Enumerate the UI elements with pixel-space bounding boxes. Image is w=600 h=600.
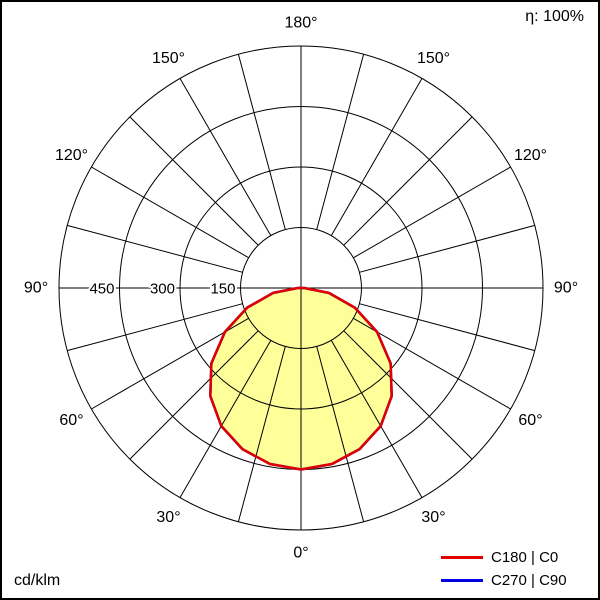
radial-tick-label: 300	[150, 281, 175, 298]
grid-spoke	[359, 303, 535, 352]
angle-label-120-right: 120°	[514, 147, 547, 164]
legend-label-c270-c90: C270 | C90	[491, 572, 567, 589]
grid-spoke	[91, 166, 249, 259]
grid-spoke	[343, 116, 473, 246]
grid-spoke	[330, 78, 423, 236]
unit-label: cd/klm	[14, 572, 61, 589]
efficiency-label: η: 100%	[525, 8, 584, 25]
angle-label-90-left: 90°	[24, 280, 48, 297]
legend-item-c270-c90: C270 | C90	[441, 569, 586, 592]
grid-spoke	[67, 224, 243, 273]
angle-label-60-left: 60°	[59, 412, 83, 429]
legend-line-blue	[441, 579, 483, 582]
grid-spoke	[179, 340, 272, 498]
angle-label-150-left: 150°	[152, 50, 185, 67]
grid-spoke	[353, 317, 511, 410]
grid-spoke	[237, 346, 286, 522]
angle-label-0: 0°	[293, 545, 308, 562]
grid-spoke	[91, 317, 249, 410]
grid-spoke	[179, 78, 272, 236]
grid-spoke	[316, 346, 365, 522]
grid-spoke	[129, 116, 259, 246]
angle-label-30-left: 30°	[156, 509, 180, 526]
legend-label-c180-c0: C180 | C0	[491, 549, 559, 566]
grid-spoke	[353, 166, 511, 259]
grid-spoke	[67, 303, 243, 352]
curve-c180-c0	[209, 286, 393, 471]
radial-tick-label: 450	[89, 281, 114, 298]
angle-label-180: 180°	[284, 15, 317, 32]
grid-spoke	[343, 330, 473, 460]
radial-tick-label: 150	[210, 281, 235, 298]
angle-label-150-right: 150°	[417, 50, 450, 67]
angle-label-30-right: 30°	[421, 509, 445, 526]
grid-spoke	[129, 330, 259, 460]
grid-spoke	[237, 54, 286, 230]
grid-spoke	[359, 224, 535, 273]
legend: C180 | C0 C270 | C90	[441, 546, 586, 592]
legend-line-red	[441, 556, 483, 559]
legend-item-c180-c0: C180 | C0	[441, 546, 586, 569]
grid-spoke	[330, 340, 423, 498]
angle-label-120-left: 120°	[55, 147, 88, 164]
angle-label-90-right: 90°	[554, 280, 578, 297]
angle-label-60-right: 60°	[518, 412, 542, 429]
grid-spoke	[316, 54, 365, 230]
